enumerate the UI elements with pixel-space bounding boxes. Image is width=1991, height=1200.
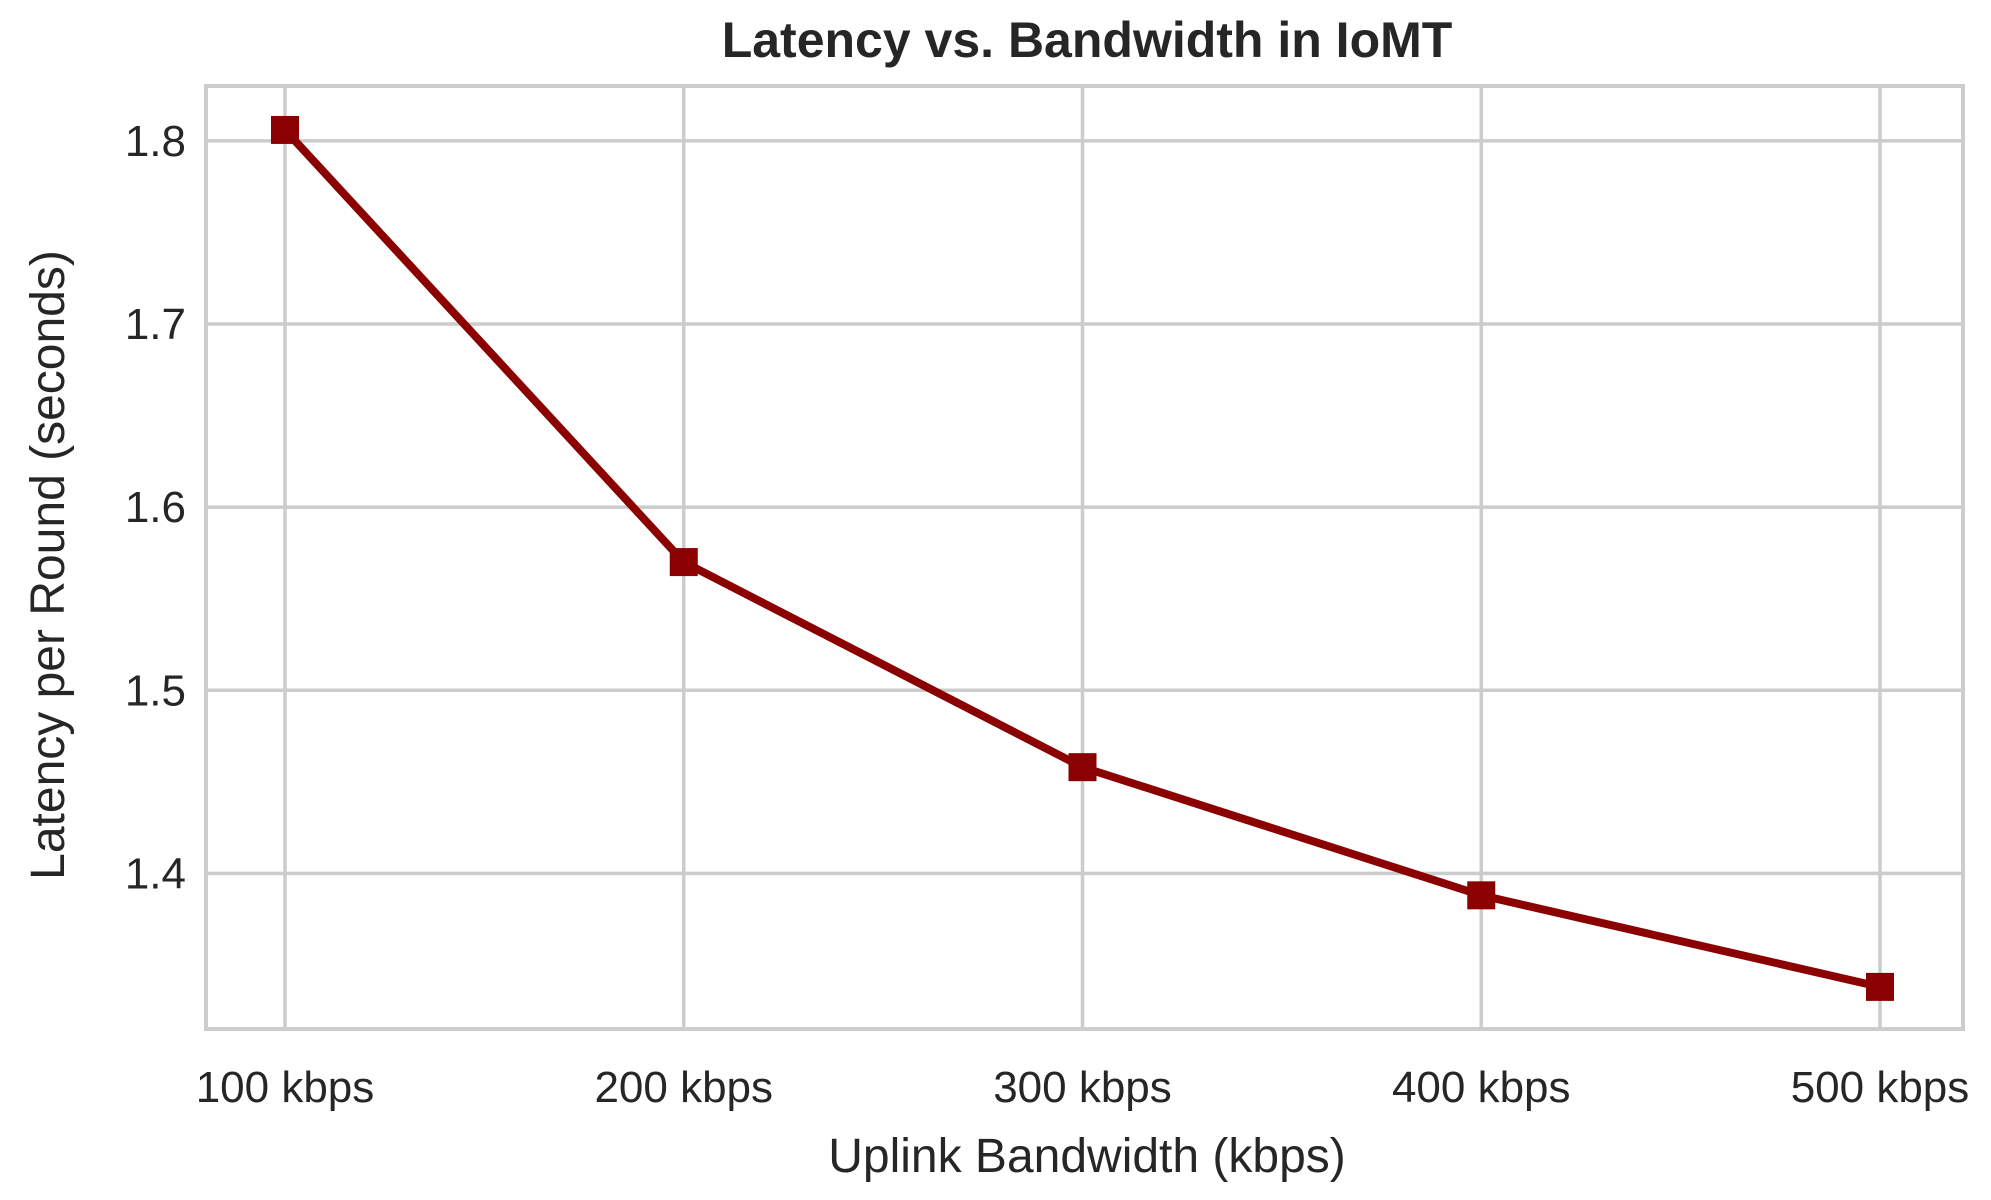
y-tick-label: 1.4 xyxy=(125,849,186,898)
x-axis-label: Uplink Bandwidth (kbps) xyxy=(828,1130,1346,1183)
x-tick-label: 200 kbps xyxy=(594,1063,773,1112)
x-tick-label: 500 kbps xyxy=(1791,1063,1970,1112)
series-layer xyxy=(271,115,1894,1001)
y-tick-labels: 1.4 1.5 1.6 1.7 1.8 xyxy=(125,117,186,898)
data-point-marker xyxy=(271,115,299,144)
x-tick-label: 300 kbps xyxy=(993,1063,1172,1112)
x-tick-label: 100 kbps xyxy=(196,1063,375,1112)
y-gridlines xyxy=(206,139,1963,876)
x-gridlines xyxy=(283,86,1882,1029)
data-point-marker xyxy=(669,548,698,577)
y-tick-label: 1.6 xyxy=(125,483,186,532)
x-tick-labels: 100 kbps 200 kbps 300 kbps 400 kbps 500 kbps xyxy=(196,1063,1970,1112)
x-tick-label: 400 kbps xyxy=(1392,1063,1571,1112)
data-point-marker xyxy=(1068,753,1097,782)
y-tick-label: 1.8 xyxy=(125,117,186,166)
y-tick-label: 1.5 xyxy=(125,666,186,715)
y-axis-label: Latency per Round (seconds) xyxy=(22,250,75,880)
chart-title: Latency vs. Bandwidth in IoMT xyxy=(722,12,1453,68)
plot-area-frame xyxy=(204,84,1965,1031)
y-tick-label: 1.7 xyxy=(125,300,186,349)
data-point-marker xyxy=(1866,972,1894,1001)
data-point-marker xyxy=(1467,881,1496,910)
